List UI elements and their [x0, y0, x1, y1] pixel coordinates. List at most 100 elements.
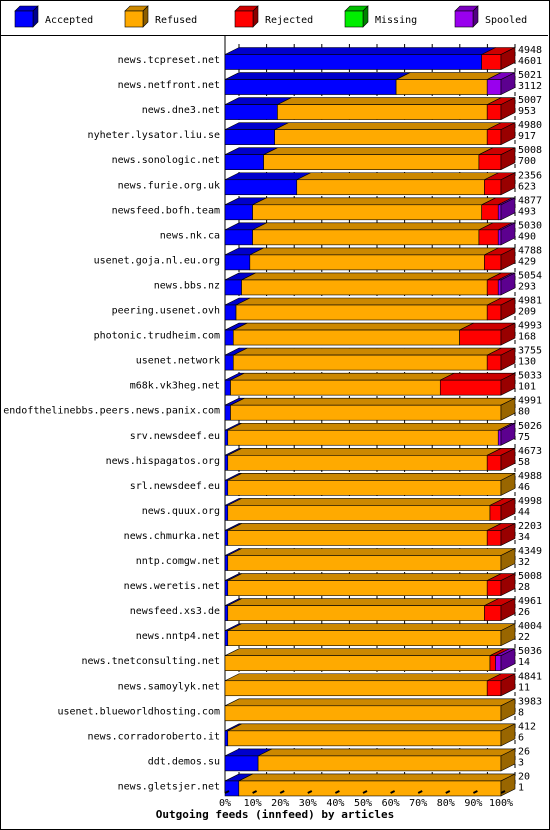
row-accepted-label: 6	[518, 732, 524, 743]
bar-spooled-side	[500, 197, 516, 221]
bar-rejected	[439, 379, 502, 396]
x-tick	[445, 790, 451, 794]
bar-refused-top	[252, 197, 496, 206]
bar-refused-top	[241, 272, 502, 281]
row-accepted-label: 46	[518, 482, 530, 493]
bar-refused-top	[233, 347, 502, 356]
bar-refused-top	[227, 573, 502, 581]
bar-refused-side	[500, 723, 516, 747]
row-label: usenet.blueworldhosting.com	[57, 706, 220, 717]
bar-spooled-side	[500, 72, 516, 96]
row-total-label: 5026	[518, 421, 542, 432]
bar-refused-top	[227, 498, 505, 506]
bar-refused	[257, 755, 502, 772]
row-accepted-label: 44	[518, 507, 530, 518]
bar-rejected-side	[500, 122, 516, 146]
row-total-label: 3755	[518, 346, 542, 357]
bar-refused-top	[233, 322, 474, 331]
bar-rejected	[486, 530, 502, 546]
legend-item: Rejected	[234, 5, 313, 28]
bar-rejected-side	[500, 497, 516, 521]
bar-refused-top	[277, 97, 502, 105]
bar-spooled-side	[500, 222, 516, 246]
bar-rejected-side	[500, 47, 516, 70]
x-tick-label: 60%	[382, 798, 400, 809]
row-total-label: 5007	[518, 95, 542, 106]
bar-accepted	[224, 104, 278, 120]
row-accepted-label: 14	[518, 657, 530, 668]
x-tick	[252, 790, 258, 794]
bar-accepted	[224, 605, 229, 621]
row-total-label: 4004	[518, 621, 542, 632]
bar-rejected-side	[500, 673, 516, 697]
bar-accepted	[224, 204, 253, 221]
row-accepted-label: 917	[518, 131, 536, 142]
chart-legend: Accepted Refused Rejected Missing Spooled	[1, 1, 548, 36]
bar-refused	[241, 279, 488, 296]
x-tick-label: 30%	[299, 798, 317, 809]
row-label: news.bbs.nz	[154, 280, 220, 291]
bar-accepted	[224, 755, 259, 772]
bar-accepted-top	[224, 47, 496, 55]
bar-refused-top	[235, 297, 502, 306]
row-total-label: 4788	[518, 245, 542, 256]
bar-rejected-side	[500, 598, 516, 622]
x-tick-label: 80%	[437, 798, 455, 809]
row-accepted-label: 58	[518, 457, 530, 468]
bar-rejected-side	[500, 247, 516, 271]
bar-refused	[252, 229, 480, 246]
row-label: newsfeed.xs3.de	[130, 606, 220, 617]
bar-spooled	[497, 204, 502, 221]
row-total-label: 4991	[518, 396, 542, 407]
bar-refused	[252, 204, 482, 221]
bar-accepted	[224, 279, 242, 296]
row-label: nntp.comgw.net	[136, 556, 220, 567]
bar-refused-top	[249, 247, 499, 256]
bar-rejected	[484, 254, 502, 271]
bar-refused	[227, 530, 488, 546]
bar-spooled	[486, 79, 502, 95]
row-29: news.gletsjer.net 201	[118, 771, 530, 797]
bar-refused-side	[500, 472, 516, 496]
x-tick	[417, 790, 423, 794]
bar-accepted	[224, 54, 482, 70]
bar-refused	[395, 79, 488, 95]
bar-refused-top	[296, 172, 499, 181]
bar-rejected	[481, 54, 502, 70]
legend-item: Missing	[344, 5, 417, 28]
bar-rejected-side	[500, 372, 516, 396]
row-total-label: 5008	[518, 571, 542, 582]
row-label: news.quux.org	[142, 506, 220, 517]
bar-rejected	[481, 204, 499, 221]
bar-refused-top	[257, 748, 516, 757]
bar-accepted	[224, 129, 275, 145]
row-label: endofthelinebbs.peers.news.panix.com	[3, 406, 220, 417]
bar-rejected	[486, 104, 502, 120]
row-total-label: 3983	[518, 696, 542, 707]
bar-refused	[296, 179, 485, 196]
row-total-label: 5033	[518, 371, 542, 382]
bar-refused	[227, 605, 485, 621]
row-accepted-label: 101	[518, 382, 536, 393]
bar-accepted	[224, 179, 298, 196]
bar-refused-top	[227, 598, 499, 606]
row-accepted-label: 80	[518, 407, 530, 418]
x-tick	[224, 790, 230, 794]
bar-refused	[230, 379, 441, 396]
row-accepted-label: 26	[518, 607, 530, 618]
legend-swatch	[344, 10, 364, 28]
bar-rejected	[478, 154, 502, 170]
legend-swatch	[234, 10, 254, 28]
